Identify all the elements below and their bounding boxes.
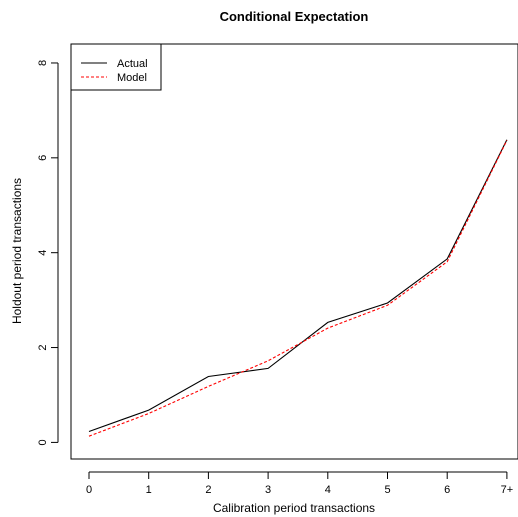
- series-line-model: [88, 140, 508, 437]
- x-tick-label: 6: [444, 484, 450, 496]
- x-tick-label: 1: [146, 484, 152, 496]
- x-tick-label: 2: [205, 484, 211, 496]
- y-tick-label: 2: [37, 344, 49, 350]
- legend-box: [70, 43, 162, 91]
- y-axis: 0 2 4 6 8: [37, 60, 59, 445]
- x-tick-label: 3: [265, 484, 271, 496]
- legend-label-actual: Actual: [117, 58, 148, 70]
- y-tick-label: 0: [37, 439, 49, 445]
- series-line-actual: [88, 139, 508, 433]
- x-axis: 0 1 2 3 4 5 6 7+: [86, 471, 514, 496]
- x-tick-label: 4: [325, 484, 331, 496]
- y-tick-label: 4: [37, 250, 49, 256]
- x-tick-label: 5: [384, 484, 390, 496]
- y-tick-label: 6: [37, 155, 49, 161]
- chart-title: Conditional Expectation: [220, 9, 369, 24]
- x-tick-label: 0: [86, 484, 92, 496]
- y-tick-label: 8: [37, 60, 49, 66]
- series-layer: [88, 139, 508, 437]
- x-axis-label: Calibration period transactions: [213, 501, 375, 515]
- plot-frame: [70, 43, 518, 460]
- x-tick-label: 7+: [501, 484, 514, 496]
- legend-label-model: Model: [117, 72, 147, 84]
- y-axis-label: Holdout period transactions: [10, 178, 24, 324]
- legend: Actual Model: [70, 43, 162, 91]
